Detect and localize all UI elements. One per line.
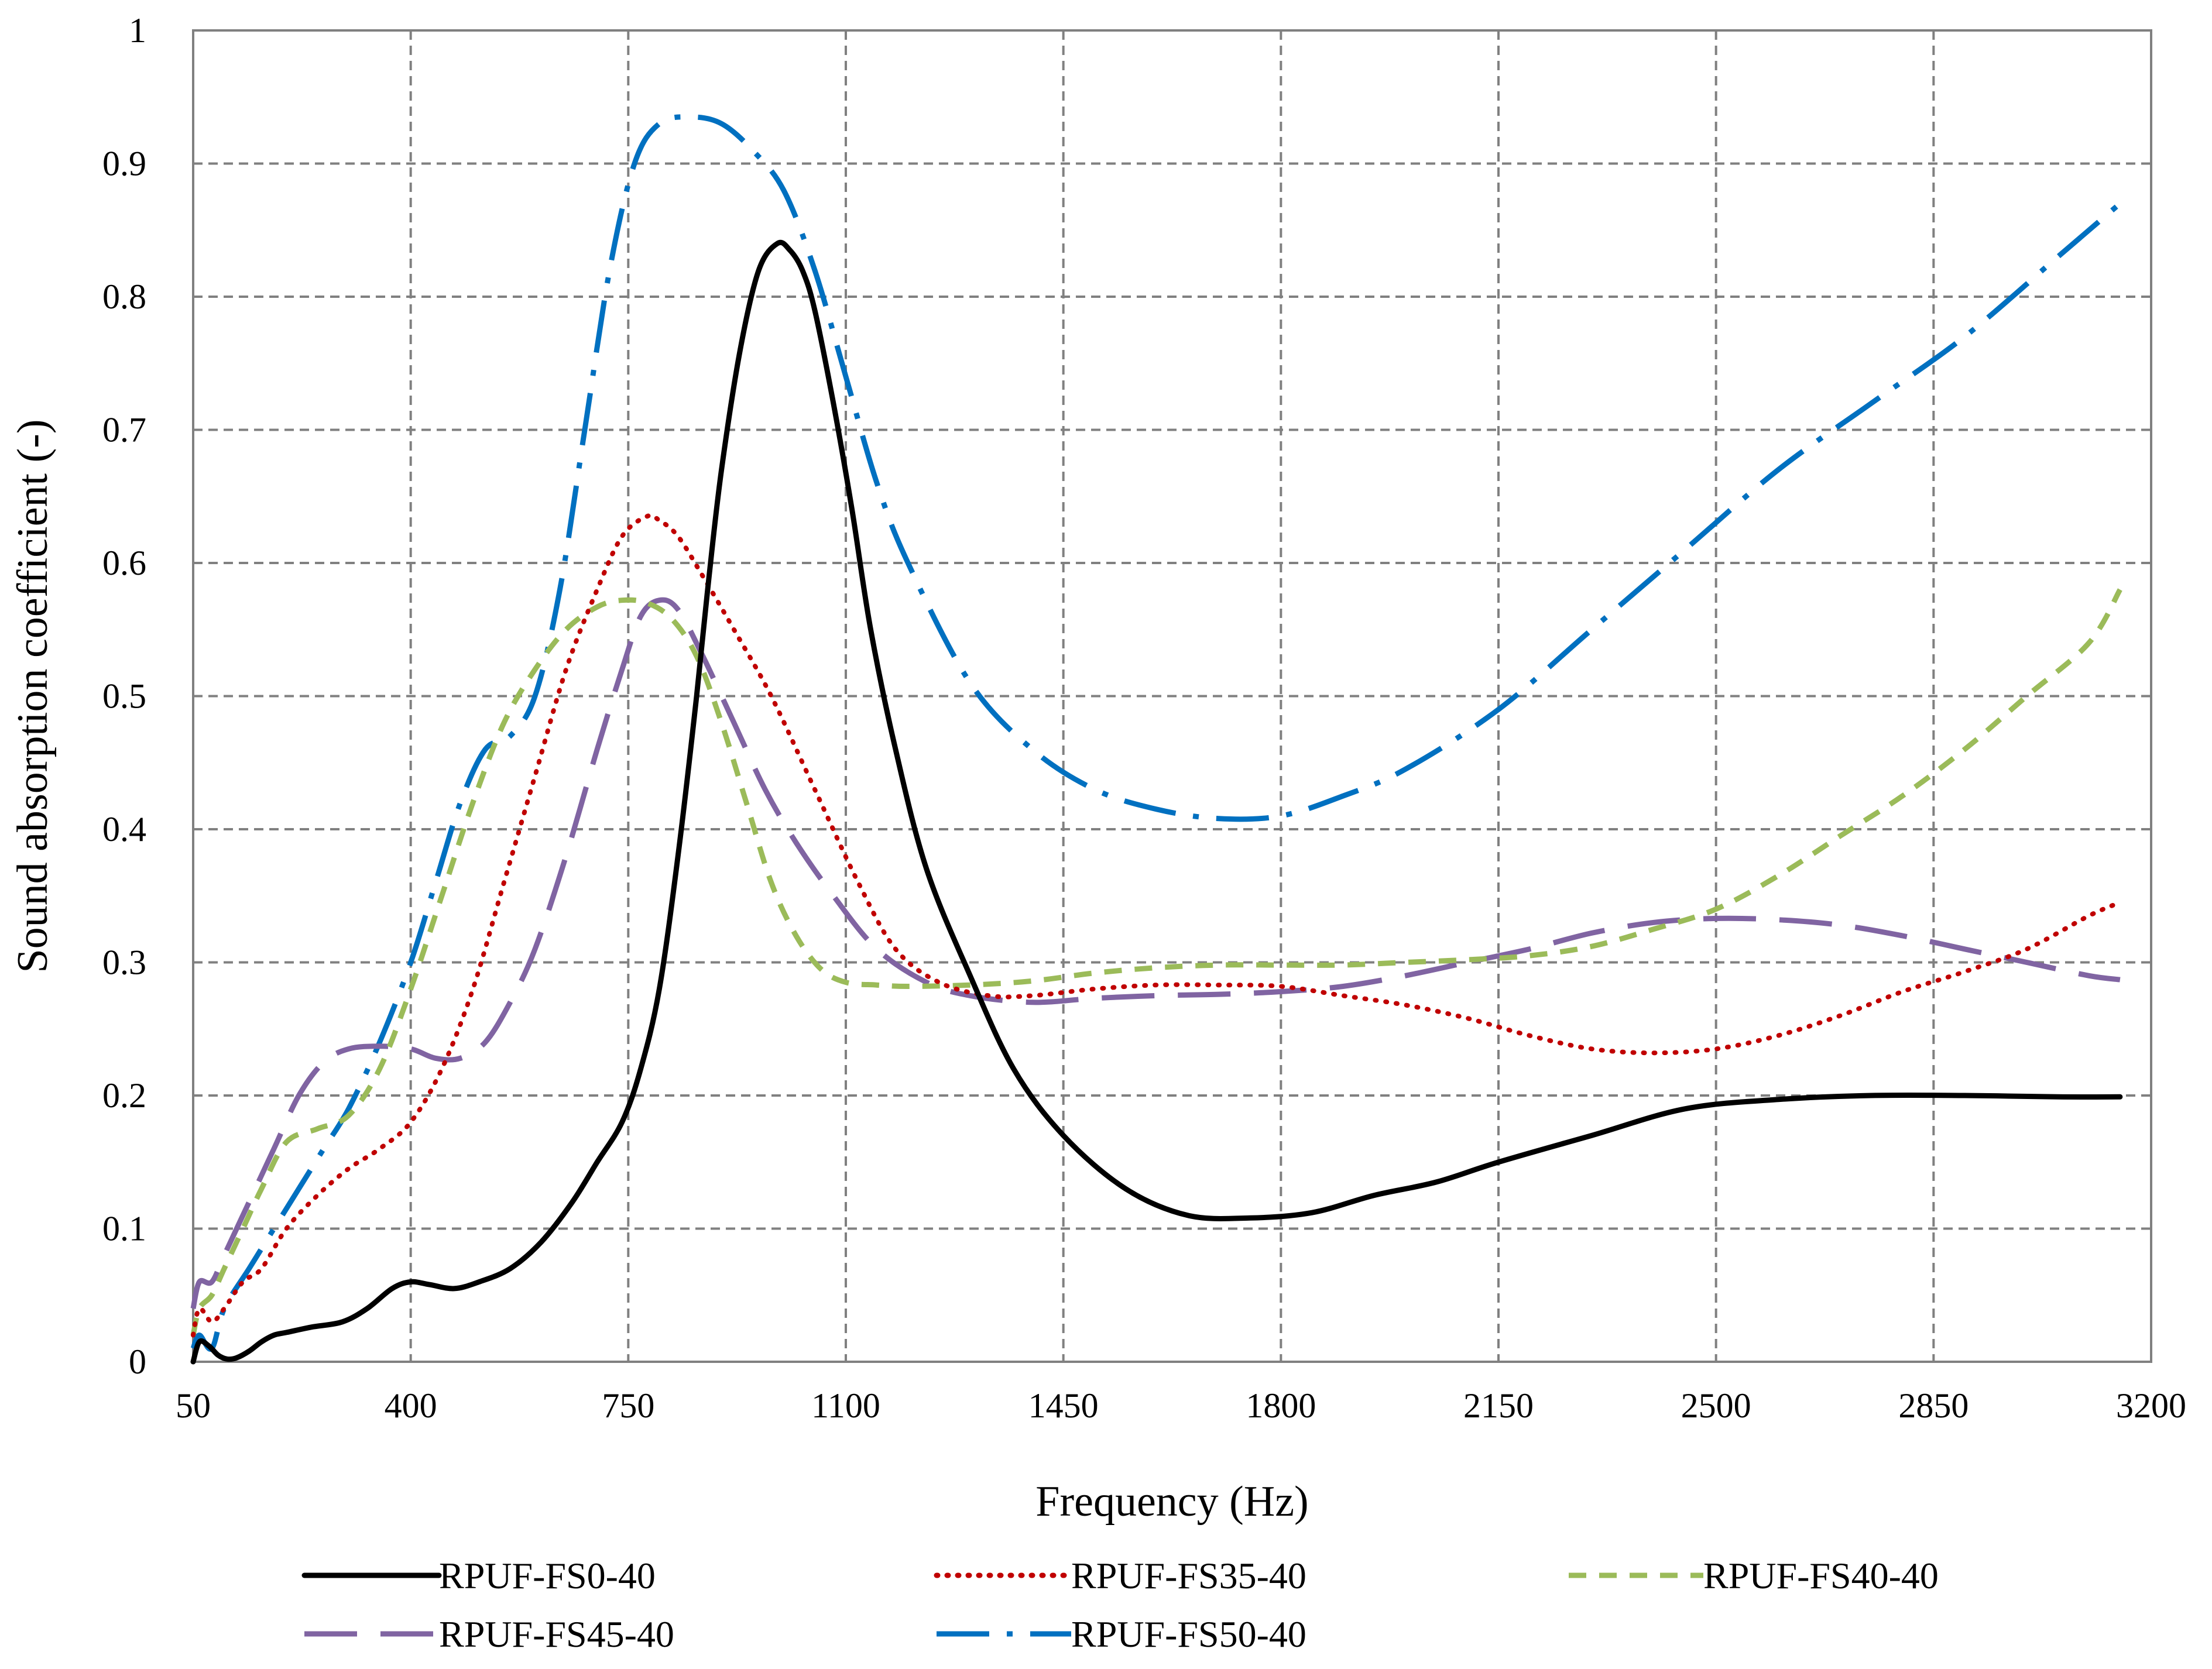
series-line-rpuf-fs50-40 (190, 114, 2122, 1352)
y-tick-label: 0.3 (102, 943, 146, 982)
series-line-rpuf-fs45-40 (190, 597, 2121, 1310)
x-tick-label: 750 (602, 1386, 654, 1425)
y-axis-title: Sound absorption coefficient (-) (9, 420, 57, 973)
y-tick-label: 0.5 (102, 677, 146, 716)
legend-label: RPUF-FS40-40 (1703, 1555, 1939, 1596)
x-tick-label: 1800 (1246, 1386, 1316, 1425)
x-tick-label: 2150 (1463, 1386, 1534, 1425)
legend-label: RPUF-FS35-40 (1071, 1555, 1306, 1596)
x-tick-label: 1100 (811, 1386, 880, 1425)
x-tick-label: 1450 (1028, 1386, 1099, 1425)
y-tick-label: 0.4 (102, 810, 146, 849)
series-line-rpuf-fs0-40 (190, 239, 2123, 1365)
y-tick-label: 0.6 (102, 544, 146, 582)
y-tick-label: 0.8 (102, 277, 146, 316)
y-tick-label: 0.1 (102, 1210, 146, 1248)
y-tick-label: 0.7 (102, 411, 146, 449)
x-tick-label: 2850 (1898, 1386, 1968, 1425)
y-tick-label: 1 (129, 11, 146, 50)
x-tick-label: 3200 (2116, 1386, 2186, 1425)
y-tick-label: 0 (129, 1342, 146, 1381)
legend-label: RPUF-FS0-40 (439, 1555, 656, 1596)
plot-area-frame (192, 29, 2152, 1363)
x-tick-label: 2500 (1681, 1386, 1751, 1425)
series-lines (190, 114, 2123, 1365)
x-axis-title: Frequency (Hz) (1035, 1478, 1308, 1526)
x-tick-label: 50 (176, 1386, 211, 1425)
y-tick-label: 0.2 (102, 1076, 146, 1115)
legend-label: RPUF-FS45-40 (439, 1613, 674, 1655)
x-tick-label: 400 (385, 1386, 437, 1425)
legend-label: RPUF-FS50-40 (1071, 1613, 1306, 1655)
y-tick-label: 0.9 (102, 145, 146, 183)
series-line-rpuf-fs35-40 (191, 513, 2122, 1338)
series-line-rpuf-fs40-40 (190, 588, 2122, 1336)
tick-labels: 50 400 750 1100 1450 1800 2150 2500 2850 3200 0 0.1… (102, 11, 2186, 1425)
legend: RPUF-FS0-40 RPUF-FS35-40 RPUF-FS40-40 RPUF-… (301, 1555, 1939, 1655)
